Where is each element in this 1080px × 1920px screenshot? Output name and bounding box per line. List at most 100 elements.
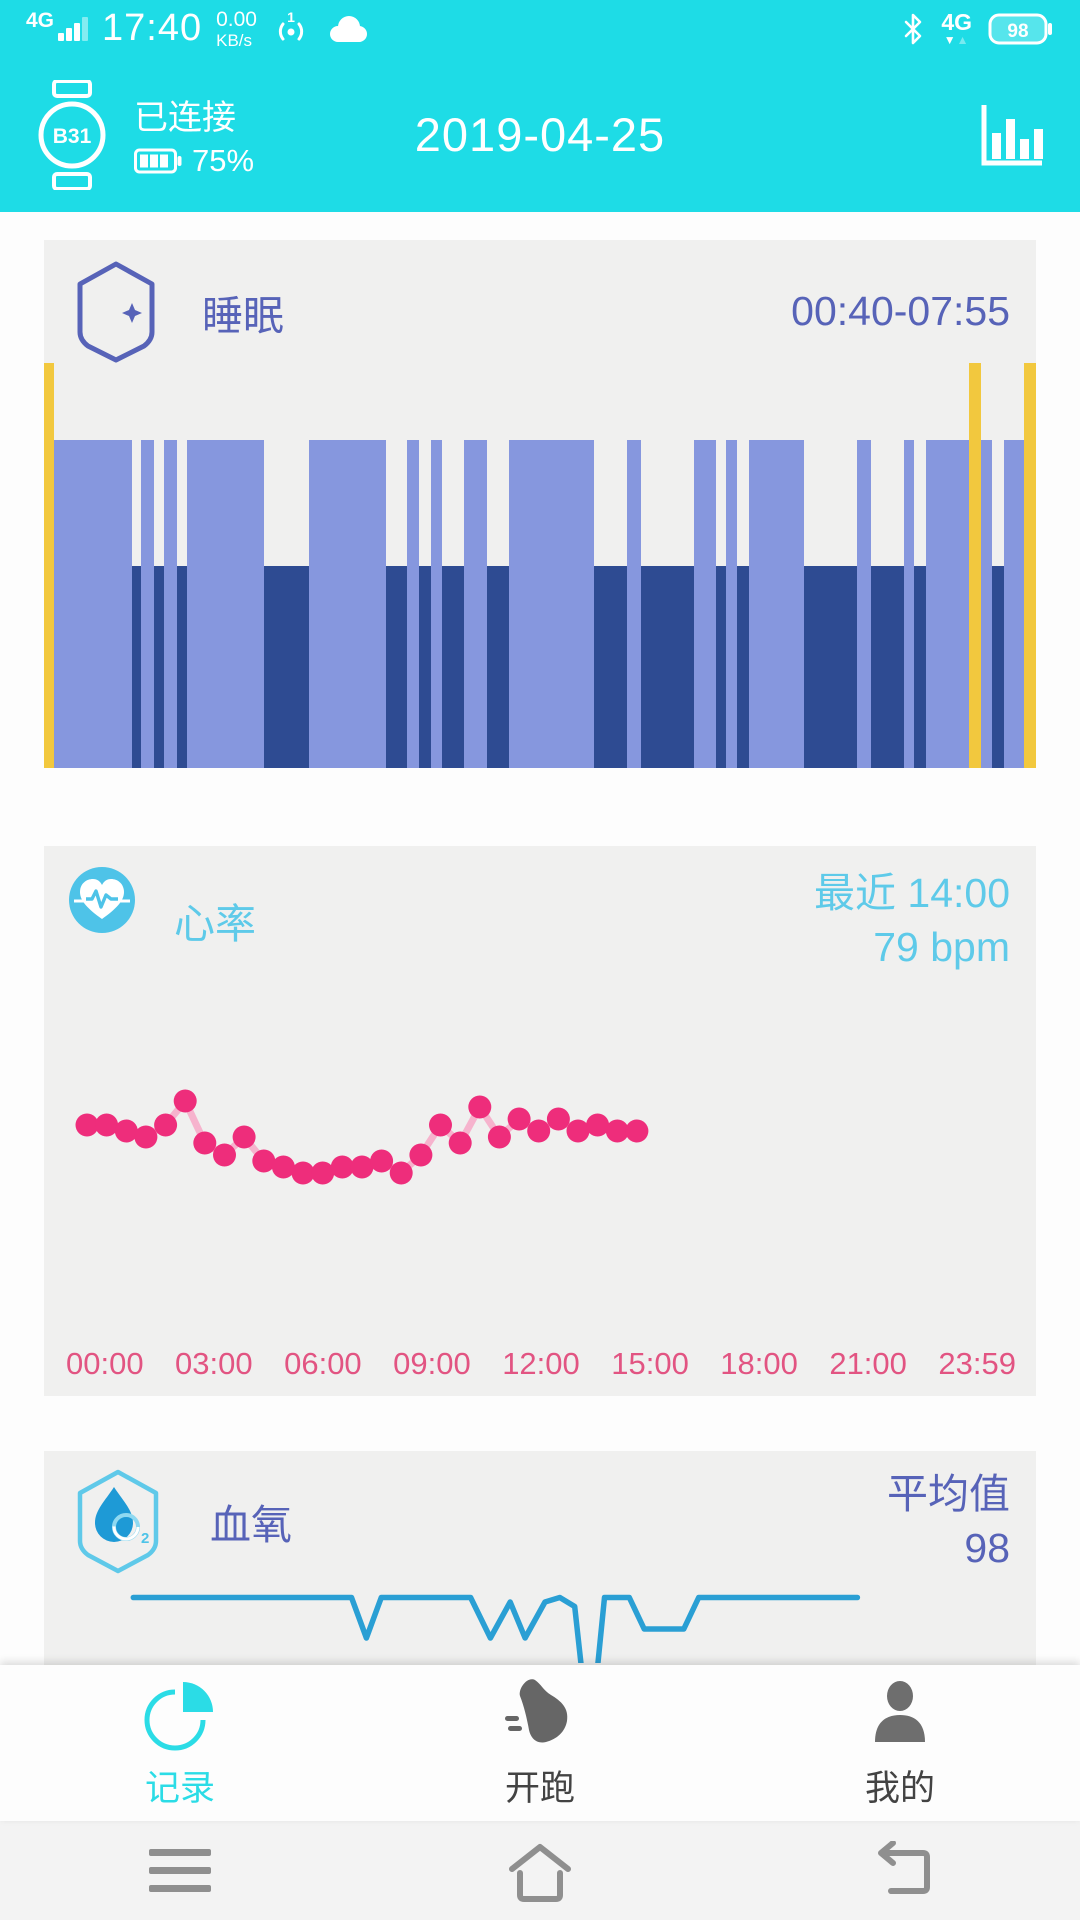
- sleep-segment-deep: [153, 565, 164, 768]
- android-menu-button[interactable]: [120, 1831, 240, 1911]
- statistics-chart-icon[interactable]: [974, 97, 1050, 173]
- sleep-segment-deep: [418, 565, 431, 768]
- battery-icon: 98: [988, 13, 1052, 44]
- device-battery-percent: 75%: [192, 143, 255, 178]
- sleep-segment-light: [980, 439, 992, 768]
- heart-rate-x-axis: 00:00 03:00 06:00 09:00 12:00 15:00 18:00 21:00…: [44, 1346, 1036, 1396]
- sleep-title: 睡眠: [202, 292, 284, 339]
- sleep-segment-deep: [991, 565, 1004, 768]
- x-axis-tick: 12:00: [502, 1346, 580, 1381]
- device-battery-icon: [134, 148, 182, 174]
- watch-icon: B31: [38, 79, 106, 190]
- android-back-button[interactable]: [840, 1831, 960, 1911]
- sleep-segment-deep: [441, 565, 464, 768]
- sleep-segment-light: [748, 439, 804, 768]
- blood-oxygen-title: 血氧: [210, 1502, 292, 1549]
- home-icon: [509, 1843, 571, 1902]
- heart-rate-chart: [75, 1089, 649, 1185]
- sleep-segment-light: [925, 439, 969, 768]
- blood-oxygen-chart: [130, 1594, 861, 1664]
- sleep-segment-light: [406, 439, 419, 768]
- blood-oxygen-icon: 2: [77, 1469, 159, 1574]
- mobile-data-icon: 4G ▼▲: [941, 9, 972, 47]
- sleep-segment-deep: [486, 565, 509, 768]
- x-axis-tick: 23:59: [938, 1346, 1016, 1381]
- nav-item-records[interactable]: 记录: [80, 1676, 280, 1811]
- sleep-segment-deep: [132, 565, 141, 768]
- sleep-segment-deep: [640, 565, 694, 768]
- sleep-segment-light: [856, 439, 871, 768]
- sleep-segment-light: [1003, 439, 1024, 768]
- android-home-button[interactable]: [480, 1831, 600, 1911]
- sleep-segment-light: [463, 439, 487, 768]
- nav-label-mine: 我的: [864, 1768, 935, 1808]
- blood-oxygen-average-label: 平均值: [887, 1471, 1010, 1517]
- sleep-moon-icon: [77, 261, 155, 363]
- cloud-icon: [329, 15, 367, 42]
- sleep-segment-awake: [1023, 363, 1036, 768]
- hotspot-icon: 1: [278, 9, 304, 40]
- watch-device-label: B31: [53, 125, 92, 148]
- sleep-segment-deep: [385, 565, 407, 768]
- status-time: 17:40: [102, 7, 203, 49]
- heart-rate-card[interactable]: 心率 最近 14:00 79 bpm 00:00 03:00 06:00 09:00 1…: [44, 846, 1036, 1396]
- speed-unit: KB/s: [216, 30, 253, 50]
- status-bar: 4G 17:40 0.00 KB/s 1: [0, 0, 1080, 57]
- sleep-segment-light: [508, 439, 594, 768]
- bluetooth-icon: [905, 13, 922, 44]
- heart-rate-latest-value: 79 bpm: [873, 924, 1010, 971]
- sleep-segment-deep: [913, 565, 926, 768]
- speed-value: 0.00: [216, 7, 257, 31]
- sleep-segment-light: [163, 439, 177, 768]
- sleep-time-range: 00:40-07:55: [791, 288, 1010, 334]
- sleep-segment-light: [693, 439, 716, 768]
- nav-label-run: 开跑: [504, 1768, 575, 1808]
- sleep-segment-deep: [176, 565, 187, 768]
- x-axis-tick: 06:00: [284, 1346, 362, 1381]
- heart-rate-latest-time: 最近 14:00: [814, 870, 1010, 916]
- blood-oxygen-card[interactable]: 2 血氧 平均值 98: [44, 1451, 1036, 1665]
- main-content: 睡眠 00:40-07:55 心率 最近 14:00 79 bpm: [0, 212, 1080, 1665]
- battery-percent-text: 98: [1007, 21, 1028, 42]
- back-icon: [878, 1840, 930, 1894]
- sleep-segment-deep: [803, 565, 857, 768]
- svg-text:1: 1: [287, 9, 295, 25]
- network-speed: 0.00 KB/s: [216, 9, 257, 49]
- sleep-segment-light: [626, 439, 641, 768]
- connection-status: 已连接: [134, 99, 236, 137]
- sleep-segment-light: [186, 439, 264, 768]
- nav-label-records: 记录: [144, 1768, 215, 1808]
- sleep-segment-deep: [263, 565, 309, 768]
- sleep-segment-awake: [44, 363, 54, 768]
- x-axis-tick: 09:00: [393, 1346, 471, 1381]
- sleep-segment-deep: [715, 565, 726, 768]
- sleep-segment-deep: [736, 565, 749, 768]
- blood-oxygen-average-value: 98: [964, 1525, 1010, 1572]
- nav-item-mine[interactable]: 我的: [800, 1676, 1000, 1811]
- x-axis-tick: 03:00: [175, 1346, 253, 1381]
- app-header: B31 已连接 75% 2019-04-25: [0, 57, 1080, 212]
- x-axis-tick: 00:00: [66, 1346, 144, 1381]
- menu-icon: [149, 1838, 211, 1903]
- network-type-label: 4G: [26, 8, 55, 32]
- sleep-segment-light: [54, 439, 132, 768]
- android-navigation-bar: [0, 1821, 1080, 1920]
- x-axis-tick: 18:00: [720, 1346, 798, 1381]
- signal-strength-icon: 4G: [26, 9, 89, 41]
- sleep-segment-awake: [968, 363, 981, 768]
- bottom-navigation: 记录 开跑 我的: [0, 1665, 1080, 1821]
- sleep-segment-light: [140, 439, 154, 768]
- sleep-card[interactable]: 睡眠 00:40-07:55: [44, 240, 1036, 768]
- mobile-data-label: 4G: [941, 9, 972, 35]
- running-shoe-icon: [505, 1678, 568, 1742]
- sleep-segment-deep: [593, 565, 627, 768]
- heart-rate-icon: [69, 867, 135, 933]
- pie-chart-icon: [144, 1681, 213, 1750]
- sleep-segment-deep: [870, 565, 904, 768]
- x-axis-tick: 21:00: [829, 1346, 907, 1381]
- heart-rate-title: 心率: [174, 901, 256, 948]
- nav-item-run[interactable]: 开跑: [440, 1676, 640, 1811]
- device-status-block[interactable]: B31 已连接 75%: [30, 79, 255, 190]
- person-icon: [875, 1680, 925, 1742]
